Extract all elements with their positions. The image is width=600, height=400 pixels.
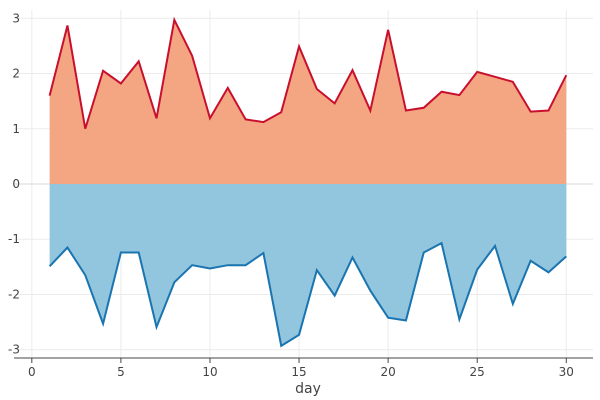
x-tick-label: 30	[559, 365, 574, 379]
series-2-area	[49, 184, 567, 346]
series-1-line	[48, 16, 568, 130]
y-tick-label: -3	[8, 343, 20, 357]
y-tick-label: -2	[8, 287, 20, 301]
series-1-area	[49, 19, 567, 185]
x-tick-label: 0	[28, 365, 36, 379]
x-tick-label: 10	[202, 365, 217, 379]
y-tick-label: 2	[12, 67, 20, 81]
x-tick-label: 20	[380, 365, 395, 379]
x-tick-label: 15	[291, 365, 306, 379]
x-tick-label: 25	[470, 365, 485, 379]
y-tick-label: -1	[8, 232, 20, 246]
y-tick-label: 0	[12, 177, 20, 191]
x-axis-title: day	[295, 381, 321, 397]
y-tick-label: 3	[12, 11, 20, 25]
y-tick-label: 1	[12, 122, 20, 136]
series-2-line	[48, 241, 567, 348]
x-tick-label: 5	[117, 365, 125, 379]
series-lines	[48, 16, 568, 348]
series-areas	[49, 19, 567, 346]
